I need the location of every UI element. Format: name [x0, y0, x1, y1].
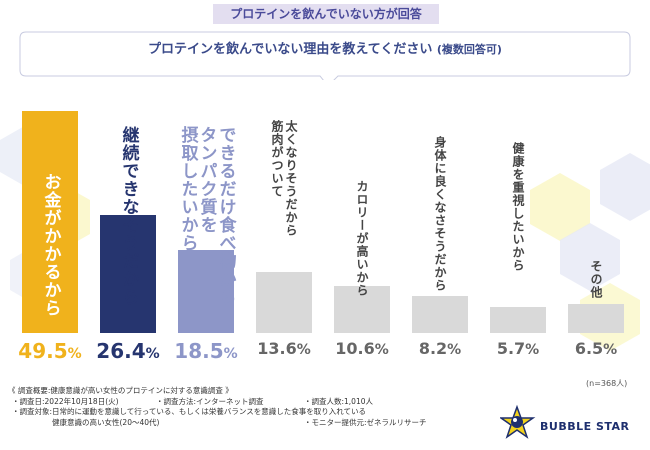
category-label-line: 健康を重視したいから	[511, 142, 525, 272]
value-number: 26.4	[96, 339, 146, 363]
value-label-3: 18.5%	[166, 339, 246, 363]
value-unit: %	[374, 342, 389, 358]
value-number: 6.5	[574, 339, 604, 358]
category-label-2: 継続できなそうだから	[118, 126, 139, 306]
bar-4	[256, 272, 312, 333]
value-label-6: 8.2%	[400, 339, 480, 358]
category-label-4: 太くなりそうだから 筋肉がついて	[270, 120, 298, 237]
survey-title: 《 調査概要:健康意識が高い女性のプロテインに対する意識調査 》	[8, 386, 233, 395]
value-label-8: 6.5%	[556, 339, 636, 358]
survey-count: ・調査人数:1,010人	[304, 396, 373, 406]
category-label-line: カロリーが高いから	[355, 180, 369, 297]
value-label-5: 10.6%	[322, 339, 402, 358]
category-label-line: お金がかかるから	[40, 173, 61, 318]
value-number: 49.5	[18, 339, 68, 363]
value-number: 18.5	[174, 339, 224, 363]
survey-method: ・調査方法:インターネット調査	[156, 396, 264, 406]
category-label-line: 継続できなそうだから	[118, 126, 139, 306]
bar-2	[100, 214, 156, 333]
value-label-1: 49.5%	[10, 339, 90, 363]
category-label-5: カロリーが高いから	[355, 180, 369, 297]
brand-name: BUBBLE STAR	[540, 420, 630, 433]
category-label-8: その他	[589, 260, 603, 299]
bar-1	[22, 111, 78, 333]
value-number: 8.2	[418, 339, 448, 358]
question-note: (複数回答可)	[436, 43, 502, 56]
bar-3	[178, 250, 234, 333]
survey-provider: ・モニター提供元:ゼネラルリサーチ	[304, 417, 427, 427]
category-label-line: タンパク質を	[196, 126, 217, 234]
value-label-7: 5.7%	[478, 339, 558, 358]
speech-bubble	[19, 31, 631, 80]
value-number: 10.6	[335, 339, 375, 358]
sample-size: (n=368人)	[586, 379, 628, 388]
category-label-3: できるだけ食べ物から タンパク質を 摂取したいから	[177, 126, 236, 306]
value-number: 5.7	[496, 339, 526, 358]
category-label-line: 摂取したいから	[177, 126, 198, 252]
category-label-7: 健康を重視したいから	[511, 142, 525, 272]
bar-7	[490, 307, 546, 333]
category-label-line: 身体に良くなさそうだから	[433, 136, 447, 292]
question-title: プロテインを飲んでいない理由を教えてください (複数回答可)	[0, 38, 650, 57]
value-label-2: 26.4%	[88, 339, 168, 363]
bar-5	[334, 285, 390, 333]
value-label-4: 13.6%	[244, 339, 324, 358]
value-unit: %	[145, 346, 160, 362]
value-unit: %	[603, 342, 618, 358]
value-unit: %	[447, 342, 462, 358]
value-unit: %	[525, 342, 540, 358]
respondent-label: プロテインを飲んでいない方が回答	[213, 4, 439, 24]
category-label-line: 太くなりそうだから	[284, 120, 298, 237]
bar-8	[568, 303, 624, 333]
value-number: 13.6	[257, 339, 297, 358]
category-label-line: その他	[589, 260, 603, 299]
value-unit: %	[223, 346, 238, 362]
category-label-6: 身体に良くなさそうだから	[433, 136, 447, 292]
category-label-1: お金がかかるから	[40, 173, 61, 318]
category-label-line: 筋肉がついて	[270, 120, 284, 198]
value-unit: %	[296, 342, 311, 358]
survey-target-2: 健康意識の高い女性(20〜40代)	[52, 417, 160, 427]
survey-target: ・調査対象:日常的に運動を意識して行っている、もしくは栄養バランスを意識した食事…	[12, 407, 367, 416]
value-unit: %	[67, 346, 82, 362]
star-logo-icon	[500, 404, 536, 439]
survey-date: ・調査日:2022年10月18日(火)	[12, 396, 119, 406]
category-label-line: できるだけ食べ物から	[215, 126, 236, 306]
question-text: プロテインを飲んでいない理由を教えてください	[148, 42, 433, 57]
bar-6	[412, 296, 468, 333]
